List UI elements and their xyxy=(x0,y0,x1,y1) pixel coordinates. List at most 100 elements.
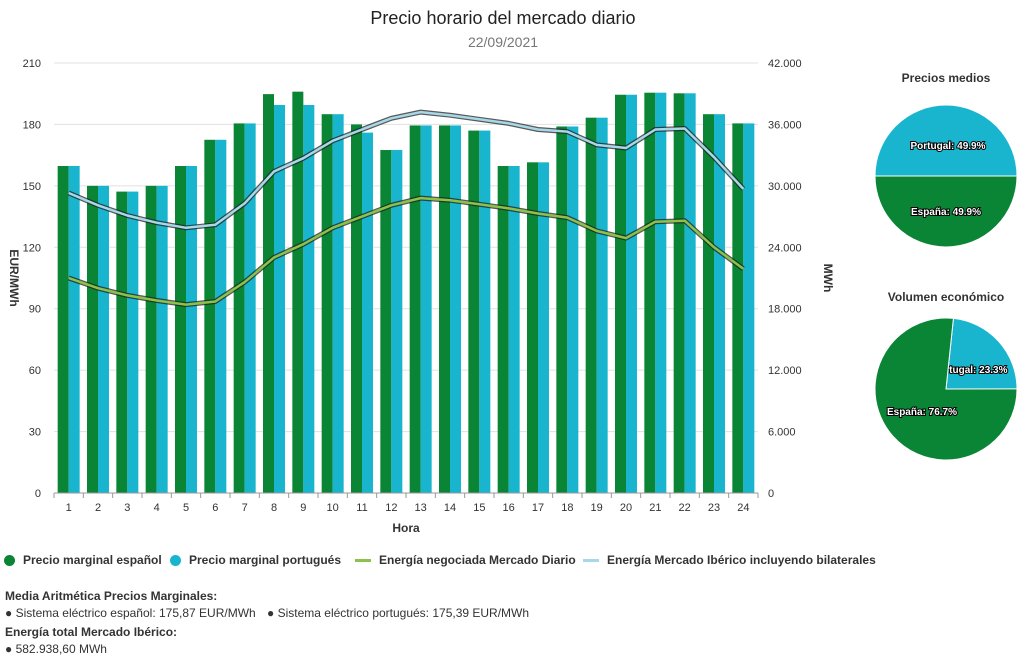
summary-media-title: Media Aritmética Precios Marginales: xyxy=(5,589,218,603)
bar-espanol xyxy=(263,94,274,493)
bar-portugues xyxy=(127,191,139,494)
bar-espanol xyxy=(644,92,656,493)
legend-label: Energía negociada Mercado Diario xyxy=(379,553,576,567)
legend-label: Energía Mercado Ibérico incluyendo bilat… xyxy=(607,553,876,567)
bar-espanol xyxy=(175,165,186,493)
bar-portugues xyxy=(655,92,667,493)
line-energia-iberico xyxy=(68,110,745,230)
summary-block: Media Aritmética Precios Marginales: ● S… xyxy=(5,588,537,658)
y-right-tick-label: 12.000 xyxy=(768,365,802,377)
bar-portugues xyxy=(332,114,344,493)
x-tick-label: 11 xyxy=(356,502,367,514)
y-left-tick-label: 120 xyxy=(23,242,41,254)
bar-portugues xyxy=(508,165,520,493)
legend-line-icon xyxy=(355,558,371,562)
legend-label: Precio marginal portugués xyxy=(189,553,342,567)
bar-portugues xyxy=(391,150,403,493)
x-tick-label: 14 xyxy=(444,502,456,514)
x-axis-label: Hora xyxy=(392,521,420,535)
chart-title: Precio horario del mercado diario xyxy=(370,8,635,28)
bar-portugues xyxy=(626,94,637,493)
bar-espanol xyxy=(57,165,69,493)
bar-espanol xyxy=(116,191,128,494)
x-tick-label: 4 xyxy=(154,502,160,514)
bar-espanol xyxy=(321,114,333,493)
x-tick-label: 18 xyxy=(561,502,573,514)
legend-line-icon xyxy=(583,558,599,562)
y-right-tick-label: 0 xyxy=(768,488,774,500)
legend-item-energia-iberico[interactable]: Energía Mercado Ibérico incluyendo bilat… xyxy=(583,553,876,567)
x-tick-label: 16 xyxy=(503,502,515,514)
x-tick-label: 6 xyxy=(212,502,218,514)
x-tick-label: 17 xyxy=(532,502,544,514)
bar-espanol xyxy=(468,130,480,494)
x-tick-label: 24 xyxy=(737,502,749,514)
legend-item-precio-portugues[interactable]: Precio marginal portugués xyxy=(170,553,341,567)
summary-media-es: ● Sistema eléctrico español: 175,87 EUR/… xyxy=(5,606,256,620)
bar-portugues xyxy=(98,185,109,493)
y-right-tick-label: 6.000 xyxy=(768,427,796,439)
bar-portugues xyxy=(450,125,461,493)
bar-espanol xyxy=(292,91,304,494)
summary-energia-total: ● 582.938,60 MWh xyxy=(5,642,107,656)
bar-portugues xyxy=(186,165,197,493)
y-left-tick-label: 90 xyxy=(29,304,41,316)
bar-portugues xyxy=(215,139,227,494)
bar-portugues xyxy=(743,123,755,494)
bar-portugues xyxy=(362,132,373,493)
x-tick-label: 1 xyxy=(66,502,72,514)
bar-portugues xyxy=(479,130,491,494)
summary-energia-title: Energía total Mercado Ibérico: xyxy=(5,625,178,639)
y-left-tick-label: 210 xyxy=(23,58,41,70)
bar-espanol xyxy=(703,114,714,493)
x-tick-label: 7 xyxy=(242,502,248,514)
bar-portugues xyxy=(420,125,432,493)
line-energia-diario xyxy=(68,196,745,306)
bar-portugues xyxy=(714,114,725,493)
y-left-tick-label: 30 xyxy=(29,427,41,439)
bar-espanol xyxy=(585,117,597,494)
bar-portugues xyxy=(538,162,549,494)
bar-espanol xyxy=(145,185,157,493)
legend-item-energia-diario[interactable]: Energía negociada Mercado Diario xyxy=(355,553,576,567)
x-tick-label: 19 xyxy=(591,502,603,514)
line-shadow xyxy=(67,109,746,231)
y-left-tick-label: 150 xyxy=(23,181,41,193)
bar-portugues xyxy=(274,104,285,493)
chart-legend: Precio marginal español Precio marginal … xyxy=(0,553,1024,573)
y-right-tick-label: 18.000 xyxy=(768,304,802,316)
bar-espanol xyxy=(527,162,538,494)
bar-portugues xyxy=(68,165,80,493)
main-chart: Precio horario del mercado diario 22/09/… xyxy=(7,8,835,535)
bar-espanol xyxy=(380,150,392,493)
x-tick-label: 5 xyxy=(183,502,189,514)
x-tick-label: 20 xyxy=(620,502,632,514)
legend-dot-icon xyxy=(4,554,15,566)
y-axis-left-label: EUR/MWh xyxy=(7,249,21,306)
summary-media-pt: ● Sistema eléctrico portugués: 175,39 EU… xyxy=(267,606,530,620)
bar-portugues xyxy=(156,185,168,493)
legend-item-precio-espanol[interactable]: Precio marginal español xyxy=(4,553,162,567)
summary-media-row: ● Sistema eléctrico español: 175,87 EUR/… xyxy=(5,605,537,622)
bar-espanol xyxy=(233,123,245,494)
x-tick-label: 13 xyxy=(415,502,427,514)
y-right-tick-label: 30.000 xyxy=(768,181,802,193)
bar-espanol xyxy=(409,125,421,493)
y-right-tick-label: 24.000 xyxy=(768,242,802,254)
bar-portugues xyxy=(684,93,696,494)
chart-subtitle: 22/09/2021 xyxy=(468,34,538,50)
x-tick-label: 22 xyxy=(679,502,691,514)
x-tick-label: 8 xyxy=(271,502,277,514)
bar-espanol xyxy=(351,124,362,493)
bar-portugues xyxy=(596,117,608,494)
x-tick-label: 2 xyxy=(95,502,101,514)
bar-espanol xyxy=(439,125,450,493)
x-tick-label: 10 xyxy=(327,502,339,514)
bar-espanol xyxy=(87,185,98,493)
y-left-tick-label: 60 xyxy=(29,365,41,377)
x-tick-label: 12 xyxy=(385,502,397,514)
y-right-tick-label: 36.000 xyxy=(768,119,802,131)
line-shadow xyxy=(67,195,745,308)
bar-espanol xyxy=(673,93,685,494)
x-tick-label: 3 xyxy=(124,502,130,514)
